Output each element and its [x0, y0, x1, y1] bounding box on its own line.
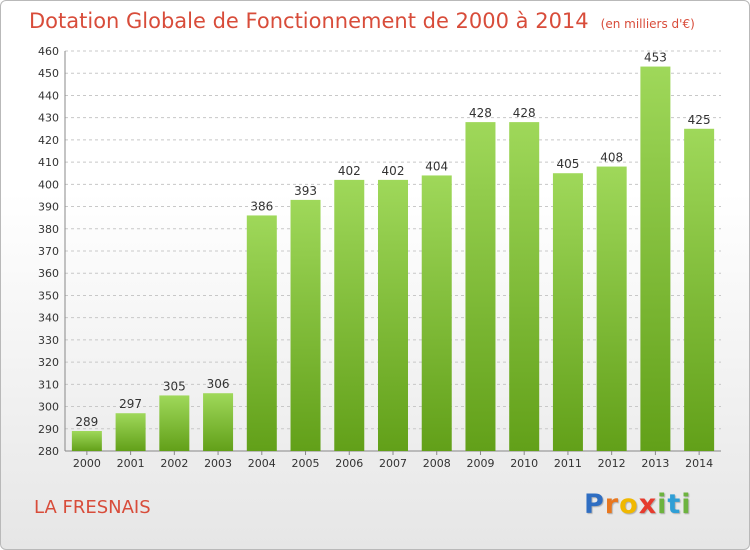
x-tick-label: 2009 — [466, 457, 494, 470]
bar-2010 — [509, 122, 540, 451]
data-label-2001: 297 — [119, 397, 142, 411]
data-label-2010: 428 — [513, 106, 536, 120]
y-tick-label: 400 — [38, 178, 59, 191]
y-tick-label: 410 — [38, 156, 59, 169]
x-tick-label: 2011 — [554, 457, 582, 470]
data-label-2013: 453 — [644, 51, 667, 65]
y-tick-label: 300 — [38, 401, 59, 414]
x-tick-label: 2013 — [641, 457, 669, 470]
bar-2006 — [334, 179, 365, 451]
y-tick-label: 320 — [38, 356, 59, 369]
y-tick-label: 310 — [38, 378, 59, 391]
bar-2001 — [115, 413, 146, 451]
x-tick-label: 2007 — [379, 457, 407, 470]
data-label-2003: 306 — [207, 377, 230, 391]
y-tick-label: 330 — [38, 334, 59, 347]
data-label-2005: 393 — [294, 184, 317, 198]
y-tick-label: 440 — [38, 89, 59, 102]
data-label-2004: 386 — [250, 199, 273, 213]
y-tick-label: 430 — [38, 112, 59, 125]
data-labels: 289 297 305 306 386 393 402 402 404 428 428 405 408 4… — [75, 51, 710, 429]
x-tick-label: 2014 — [685, 457, 713, 470]
y-tick-label: 390 — [38, 201, 59, 214]
y-tick-label: 290 — [38, 423, 59, 436]
y-tick-label: 340 — [38, 312, 59, 325]
proxiti-logo: Proxiti — [584, 489, 692, 520]
data-label-2007: 402 — [382, 164, 405, 178]
data-label-2009: 428 — [469, 106, 492, 120]
logo-letter: o — [619, 489, 639, 520]
x-tick-label: 2006 — [335, 457, 363, 470]
y-tick-label: 420 — [38, 134, 59, 147]
data-label-2014: 425 — [688, 113, 711, 127]
logo-letter: x — [638, 489, 658, 520]
y-tick-label: 450 — [38, 67, 59, 80]
logo-letter: i — [681, 489, 692, 520]
data-label-2008: 404 — [425, 159, 448, 173]
x-tick-label: 2008 — [423, 457, 451, 470]
bar-2003 — [203, 393, 234, 451]
x-tick-label: 2004 — [248, 457, 276, 470]
bar-2013 — [640, 66, 671, 452]
x-tick-label: 2000 — [73, 457, 101, 470]
y-tick-label: 370 — [38, 245, 59, 258]
data-label-2000: 289 — [75, 415, 98, 429]
data-label-2012: 408 — [600, 151, 623, 165]
y-tick-label: 360 — [38, 267, 59, 280]
chart-title-text: Dotation Globale de Fonctionnement de 20… — [29, 9, 589, 33]
data-label-2006: 402 — [338, 164, 361, 178]
commune-name: LA FRESNAIS — [34, 497, 151, 518]
y-tick-label: 350 — [38, 289, 59, 302]
bar-2011 — [552, 173, 583, 451]
y-tick-label: 460 — [38, 45, 59, 58]
logo-letter: P — [584, 489, 605, 520]
bar-2014 — [684, 128, 715, 451]
x-tick-label: 2005 — [292, 457, 320, 470]
data-label-2002: 305 — [163, 379, 186, 393]
bar-2005 — [290, 199, 321, 451]
chart-title: Dotation Globale de Fonctionnement de 20… — [29, 9, 695, 33]
y-tick-label: 280 — [38, 445, 59, 458]
x-tick-label: 2012 — [598, 457, 626, 470]
bar-2007 — [378, 179, 408, 451]
logo-letter: r — [604, 489, 620, 520]
bar-2002 — [159, 395, 190, 451]
bar-2000 — [71, 431, 102, 451]
x-tick-label: 2002 — [160, 457, 188, 470]
bar-2012 — [596, 166, 627, 452]
bar-2009 — [465, 122, 496, 451]
y-tick-label: 380 — [38, 223, 59, 236]
chart-subtitle: (en milliers d'€) — [600, 17, 695, 31]
bars — [71, 66, 715, 452]
data-label-2011: 405 — [556, 157, 579, 171]
logo-letter: t — [667, 489, 682, 520]
x-tick-label: 2003 — [204, 457, 232, 470]
axes: 280 290 300 310 320 330 340 350 360 370 380 390 400 4… — [38, 45, 721, 470]
x-tick-label: 2001 — [117, 457, 145, 470]
x-tick-label: 2010 — [510, 457, 538, 470]
logo-letter: i — [657, 489, 668, 520]
bar-2008 — [421, 175, 452, 451]
bar-2004 — [246, 215, 277, 451]
